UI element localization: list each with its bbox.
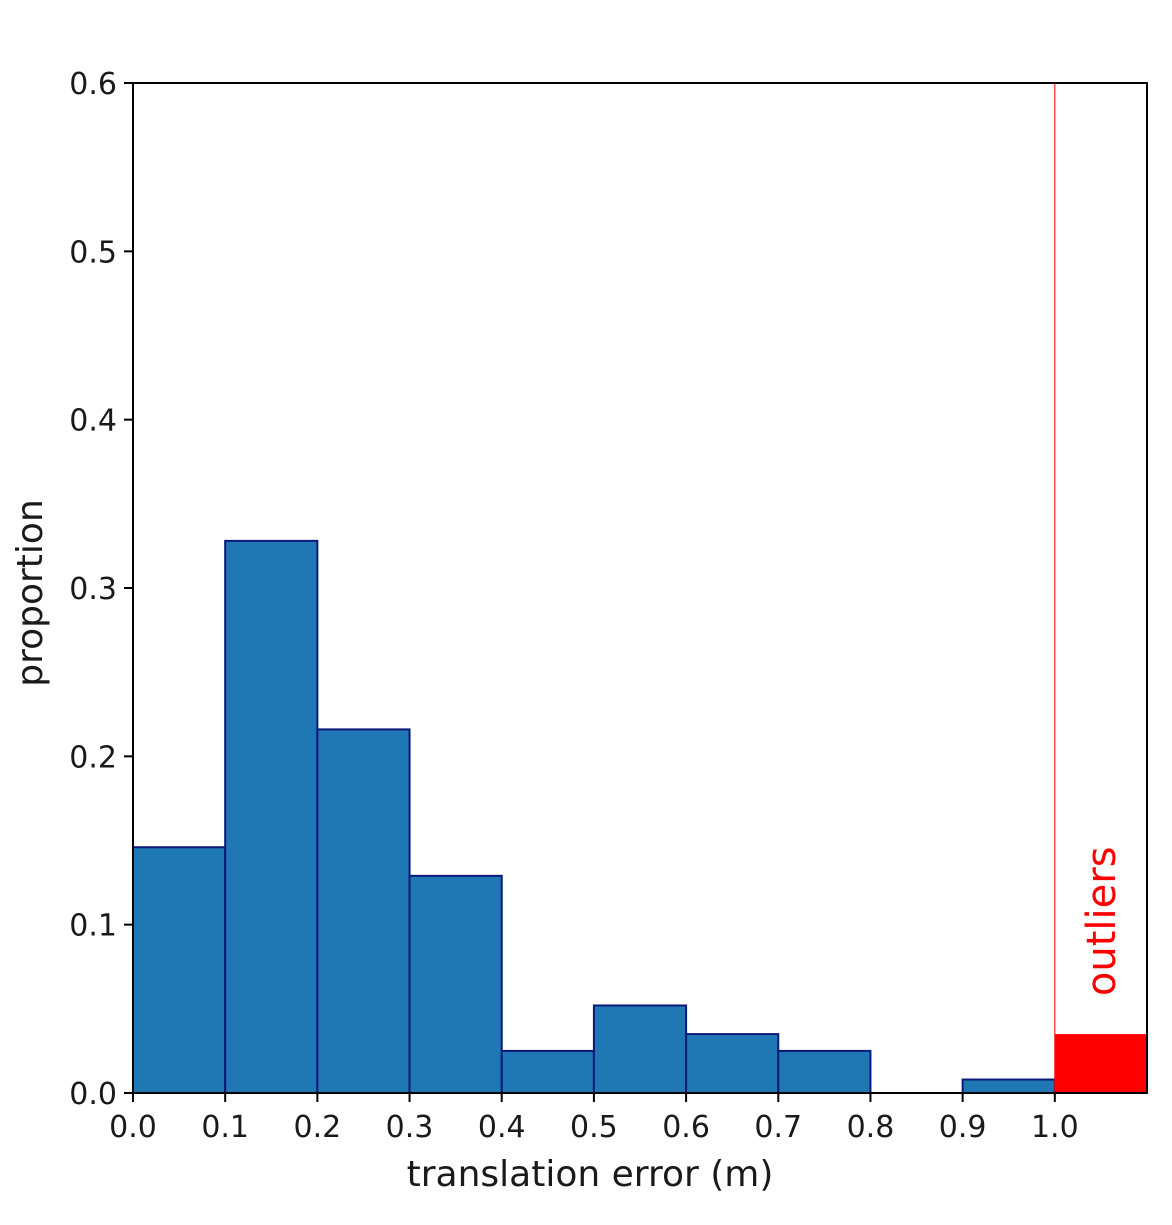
- x-tick-label-4: 0.4: [478, 1110, 526, 1145]
- histogram-bar-1: [224, 539, 319, 1094]
- histogram-bar-9: [961, 1078, 1056, 1094]
- x-tick-label-0: 0.0: [109, 1110, 157, 1145]
- x-tick-label-8: 0.8: [847, 1110, 895, 1145]
- histogram-bar-7: [777, 1049, 872, 1094]
- x-axis-ticks: 0.0 0.1 0.2 0.3 0.4 0.5 0.6 0.7 0.8 0.9 1.0: [109, 1093, 1079, 1145]
- x-tick-label-1: 0.1: [201, 1110, 249, 1145]
- x-tick-label-5: 0.5: [570, 1110, 618, 1145]
- x-tick-label-10: 1.0: [1031, 1110, 1079, 1145]
- x-tick-label-2: 0.2: [294, 1110, 342, 1145]
- histogram-bar-3: [408, 874, 503, 1094]
- outlier-bar: [1054, 1034, 1147, 1093]
- x-axis-label: translation error (m): [407, 1154, 774, 1195]
- histogram-bar-4: [500, 1049, 595, 1094]
- histogram-bars: [132, 539, 1056, 1095]
- x-tick-label-3: 0.3: [386, 1110, 434, 1145]
- y-tick-label-2: 0.2: [69, 740, 117, 775]
- y-tick-label-0: 0.0: [69, 1077, 117, 1112]
- x-tick-label-6: 0.6: [662, 1110, 710, 1145]
- y-axis-label: proportion: [10, 499, 51, 687]
- x-tick-label-7: 0.7: [754, 1110, 802, 1145]
- histogram-bar-6: [685, 1033, 780, 1095]
- y-axis-ticks: 0.0 0.1 0.2 0.3 0.4 0.5 0.6: [69, 67, 133, 1112]
- histogram-bar-2: [316, 728, 411, 1095]
- histogram-bar-5: [592, 1004, 688, 1095]
- x-tick-label-9: 0.9: [939, 1110, 987, 1145]
- outlier-label: outliers: [1079, 846, 1125, 996]
- histogram-bar-0: [132, 846, 227, 1094]
- y-tick-label-3: 0.3: [69, 572, 117, 607]
- y-tick-label-5: 0.5: [69, 235, 117, 270]
- y-tick-label-1: 0.1: [69, 909, 117, 944]
- y-tick-label-4: 0.4: [69, 404, 117, 439]
- y-tick-label-6: 0.6: [69, 67, 117, 102]
